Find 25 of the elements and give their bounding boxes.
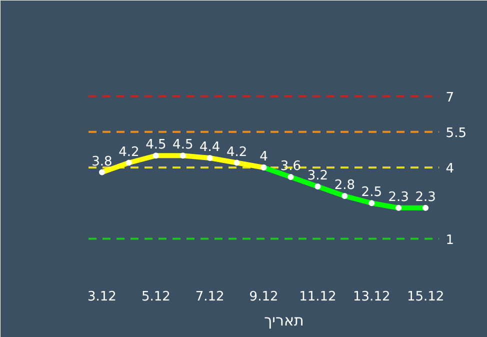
data-label: 3.8 [92, 154, 112, 170]
data-label: 4.2 [226, 144, 248, 160]
data-label: 2.3 [388, 190, 409, 205]
x-tick-label: 13.12 [353, 290, 390, 304]
data-label: 4.5 [172, 138, 194, 153]
data-label: 4.5 [146, 138, 166, 153]
x-tick-label: 15.12 [406, 290, 444, 304]
data-label: 4.2 [118, 144, 140, 160]
x-tick-label: 9.12 [249, 290, 278, 304]
ref-line-label: 4 [446, 162, 454, 176]
x-tick-label: 11.12 [299, 290, 336, 304]
x-tick-label: 5.12 [141, 290, 170, 304]
data-label: 3.6 [280, 159, 302, 174]
data-label: 2.5 [361, 185, 382, 200]
data-label: 2.3 [415, 190, 436, 205]
x-tick-label: 3.12 [88, 290, 116, 304]
data-label: 2.8 [334, 178, 356, 193]
x-tick-label: 7.12 [195, 290, 224, 304]
ref-line-label: 5.5 [446, 126, 466, 141]
ref-line-label: 7 [446, 90, 454, 106]
data-label: 3.2 [307, 168, 328, 184]
ref-line-label: 1 [446, 232, 454, 248]
data-label: 4 [260, 150, 268, 164]
x-axis-title: תאריך [264, 312, 304, 330]
data-label: 4.4 [200, 140, 220, 155]
